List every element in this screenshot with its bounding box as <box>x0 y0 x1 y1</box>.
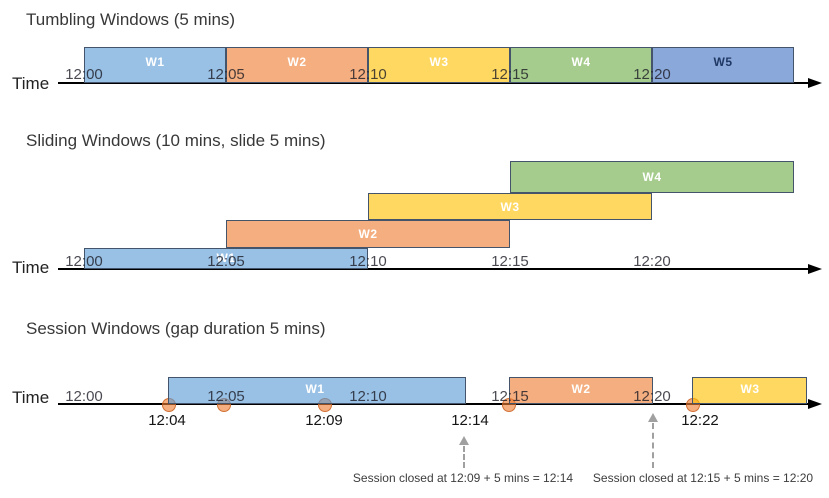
session-closed-annotation: Session closed at 12:15 + 5 mins = 12:20 <box>592 471 814 485</box>
event-time-label: 12:22 <box>681 412 719 429</box>
tumbling-window-w1 <box>84 47 226 83</box>
event-time-label: 12:04 <box>148 412 186 429</box>
sliding-window-label: W4 <box>642 170 662 184</box>
session-window-w1 <box>168 377 466 404</box>
session-tick: 12:20 <box>633 388 671 405</box>
session-time-axis <box>58 403 810 405</box>
session-tick: 12:00 <box>65 388 103 405</box>
session-title: Session Windows (gap duration 5 mins) <box>26 319 326 338</box>
tumbling-tick: 12:10 <box>349 66 387 83</box>
session-window-label: W2 <box>571 382 591 396</box>
session-window-label: W1 <box>305 382 325 396</box>
event-time-label: 12:14 <box>451 412 489 429</box>
tumbling-tick: 12:00 <box>65 66 103 83</box>
tumbling-window-w4 <box>510 47 652 83</box>
tumbling-tick: 12:05 <box>207 66 245 83</box>
tumbling-title: Tumbling Windows (5 mins) <box>26 10 236 29</box>
sliding-tick: 12:05 <box>207 253 245 270</box>
sliding-tick: 12:00 <box>65 253 103 270</box>
session-tick: 12:05 <box>207 388 245 405</box>
tumbling-tick: 12:15 <box>491 66 529 83</box>
tumbling-window-label: W2 <box>287 55 307 69</box>
tumbling-window-label: W1 <box>145 55 165 69</box>
tumbling-time-axis <box>58 82 810 84</box>
dashed-up-arrow-icon <box>459 436 469 445</box>
session-window-label: W3 <box>740 382 760 396</box>
sliding-window-w2 <box>226 220 510 248</box>
sliding-tick: 12:20 <box>633 253 671 270</box>
sliding-window-label: W3 <box>500 200 520 214</box>
session-closed-annotation: Session closed at 12:09 + 5 mins = 12:14 <box>352 471 574 485</box>
sliding-window-label: W1 <box>216 251 236 265</box>
tumbling-window-w5 <box>652 47 794 83</box>
sliding-axis-arrowhead-icon <box>808 264 822 274</box>
session-tick: 12:15 <box>491 388 529 405</box>
dashed-arrow-line <box>463 446 465 468</box>
session-tick: 12:10 <box>349 388 387 405</box>
tumbling-tick: 12:20 <box>633 66 671 83</box>
session-axis-label: Time <box>12 388 50 407</box>
dashed-arrow-line <box>652 423 654 468</box>
tumbling-window-label: W4 <box>571 55 591 69</box>
sliding-axis-label: Time <box>12 258 50 277</box>
tumbling-window-w2 <box>226 47 368 83</box>
dashed-up-arrow-icon <box>648 413 658 422</box>
sliding-window-w1 <box>84 248 368 269</box>
sliding-window-w3 <box>368 193 652 220</box>
session-window-w3 <box>692 377 807 404</box>
sliding-window-label: W2 <box>358 227 378 241</box>
tumbling-window-label: W3 <box>429 55 449 69</box>
sliding-title: Sliding Windows (10 mins, slide 5 mins) <box>26 131 326 150</box>
sliding-time-axis <box>58 268 810 270</box>
sliding-window-w4 <box>510 161 794 193</box>
tumbling-window-w3 <box>368 47 510 83</box>
sliding-tick: 12:10 <box>349 253 387 270</box>
tumbling-axis-arrowhead-icon <box>808 78 822 88</box>
session-window-w2 <box>509 377 653 404</box>
sliding-tick: 12:15 <box>491 253 529 270</box>
tumbling-axis-label: Time <box>12 74 50 93</box>
tumbling-window-label: W5 <box>713 55 733 69</box>
session-axis-arrowhead-icon <box>808 399 822 409</box>
event-time-label: 12:09 <box>305 412 343 429</box>
